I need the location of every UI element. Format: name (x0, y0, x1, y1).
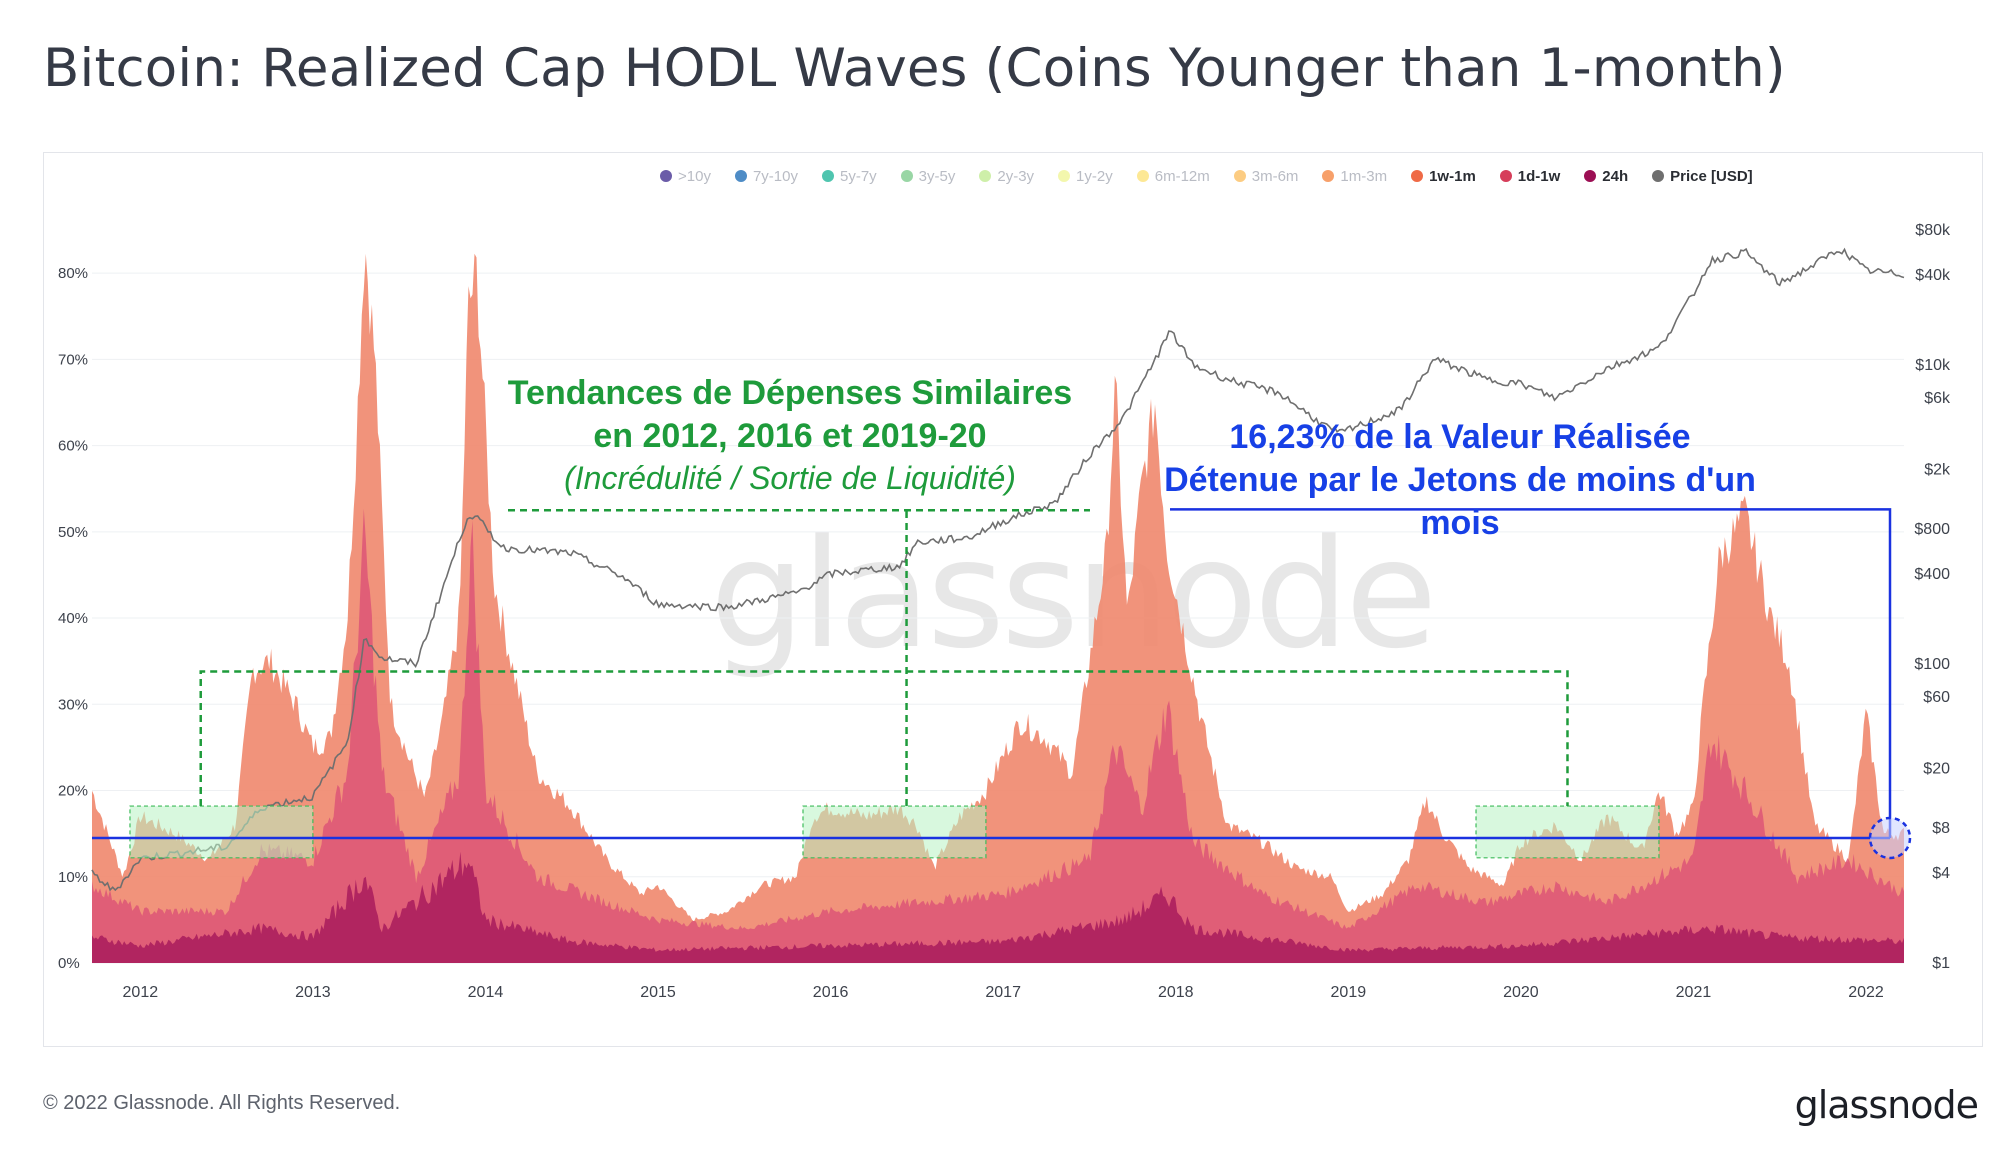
blue-annotation: 16,23% de la Valeur Réalisée Détenue par… (1150, 416, 1770, 545)
legend-dot (1058, 170, 1071, 182)
y-right-tick-label: $4 (1932, 865, 1950, 882)
page-title: Bitcoin: Realized Cap HODL Waves (Coins … (43, 38, 1786, 99)
y-right-tick-label: $1 (1932, 955, 1950, 972)
legend-item[interactable]: >10y (660, 168, 711, 185)
legend-dot (1411, 170, 1424, 182)
x-tick-label: 2018 (1158, 984, 1194, 1001)
legend-item[interactable]: Price [USD] (1652, 168, 1753, 185)
legend-label: 1d-1w (1517, 167, 1561, 185)
price-line (91, 247, 1905, 892)
legend-item[interactable]: 7y-10y (734, 167, 798, 185)
legend-dot (979, 170, 992, 182)
legend-label: 3m-6m (1251, 167, 1299, 185)
x-tick-label: 2017 (985, 984, 1021, 1001)
y-right-tick-label: $100 (1914, 656, 1950, 673)
y-right-tick-label: $60 (1923, 689, 1950, 706)
legend-label: 3y-5y (918, 167, 956, 185)
legend-label: Price [USD] (1670, 167, 1753, 185)
bracket-line (199, 670, 1569, 807)
y-right-tick-label: $20 (1923, 760, 1950, 777)
y-right-tick-label: $6k (1924, 390, 1951, 407)
legend-label: 1w-1m (1429, 167, 1476, 185)
green-annotation: Tendances de Dépenses Similaires en 2012… (430, 372, 1150, 458)
highlight-box (802, 805, 987, 859)
current-level-marker (1868, 816, 1912, 860)
x-tick-label: 2016 (813, 984, 849, 1001)
y-right-tick-label: $400 (1914, 566, 1950, 583)
legend-label: 6m-12m (1154, 167, 1210, 185)
y-left-tick-label: 70% (58, 351, 88, 368)
x-tick-label: 2021 (1676, 984, 1712, 1001)
green-annotation-line1: Tendances de Dépenses Similaires (507, 374, 1073, 412)
legend-dot (1652, 170, 1665, 182)
legend-dot (1499, 170, 1512, 182)
x-tick-label: 2012 (123, 984, 159, 1001)
bracket-line (1170, 508, 1892, 838)
legend-dot (734, 170, 747, 182)
legend-dot (660, 170, 672, 182)
legend-dot (1584, 170, 1597, 182)
x-tick-label: 2019 (1331, 984, 1367, 1001)
legend-dot (900, 170, 913, 182)
green-annotation-line2: en 2012, 2016 et 2019-20 (593, 417, 987, 455)
blue-annotation-line1: 16,23% de la Valeur Réalisée (1229, 418, 1691, 456)
y-left-tick-label: 60% (58, 438, 88, 455)
watermark: glassnode (710, 508, 1437, 682)
y-right-tick-label: $80k (1915, 222, 1951, 239)
legend-label: >10y (678, 167, 711, 185)
legend-item[interactable]: 1m-3m (1322, 168, 1387, 185)
legend-item[interactable]: 1d-1w (1499, 167, 1561, 185)
x-tick-label: 2015 (640, 984, 676, 1001)
legend-label: 1y-2y (1076, 167, 1113, 185)
y-right-tick-label: $8 (1932, 820, 1950, 837)
series-area-1d-1w (92, 508, 1904, 963)
chart-frame (43, 152, 1983, 1047)
x-tick-label: 2014 (468, 984, 504, 1001)
y-left-tick-label: 0% (58, 955, 80, 972)
x-tick-label: 2022 (1848, 984, 1884, 1001)
legend-label: 5y-7y (839, 167, 877, 185)
legend-item[interactable]: 5y-7y (821, 167, 877, 185)
legend-dot (1322, 170, 1335, 182)
x-tick-label: 2020 (1503, 984, 1539, 1001)
legend-dot (1136, 170, 1149, 182)
y-left-tick-label: 10% (58, 869, 88, 886)
legend-dot (1233, 170, 1246, 182)
legend-label: 1m-3m (1340, 167, 1388, 185)
y-right-tick-label: $800 (1914, 521, 1950, 538)
y-left-tick-label: 20% (58, 783, 88, 800)
y-left-tick-label: 80% (58, 265, 88, 282)
brand-logo: glassnode (1794, 1083, 1979, 1127)
highlight-box (1475, 805, 1660, 859)
legend-item[interactable]: 3y-5y (900, 167, 956, 185)
y-right-tick-label: $10k (1915, 357, 1951, 374)
legend-item[interactable]: 1w-1m (1411, 168, 1476, 185)
legend-item[interactable]: 24h (1584, 168, 1628, 185)
green-annotation-sub: (Incrédulité / Sortie de Liquidité) (564, 460, 1016, 496)
legend-label: 2y-3y (997, 167, 1035, 185)
legend-item[interactable]: 1y-2y (1058, 168, 1113, 185)
y-left-tick-label: 30% (58, 696, 88, 713)
y-right-tick-label: $40k (1915, 267, 1951, 284)
series-area-24h (92, 851, 1904, 963)
legend-item[interactable]: 3m-6m (1233, 167, 1299, 185)
y-left-tick-label: 40% (58, 610, 88, 627)
blue-annotation-line2: Détenue par le Jetons de moins d'un mois (1164, 461, 1756, 542)
legend-label: 7y-10y (752, 167, 798, 185)
legend-item[interactable]: 6m-12m (1136, 167, 1210, 185)
legend: >10y 7y-10y 5y-7y 3y-5y 2y-3y 1y-2y 6m-12m 3m-6… (660, 165, 1777, 187)
highlight-box (129, 805, 314, 859)
legend-item[interactable]: 2y-3y (979, 168, 1034, 185)
x-tick-label: 2013 (295, 984, 331, 1001)
legend-dot (821, 170, 834, 182)
y-right-tick-label: $2k (1924, 462, 1951, 479)
copyright: © 2022 Glassnode. All Rights Reserved. (43, 1092, 401, 1114)
y-left-tick-label: 50% (58, 524, 88, 541)
legend-label: 24h (1602, 167, 1629, 185)
